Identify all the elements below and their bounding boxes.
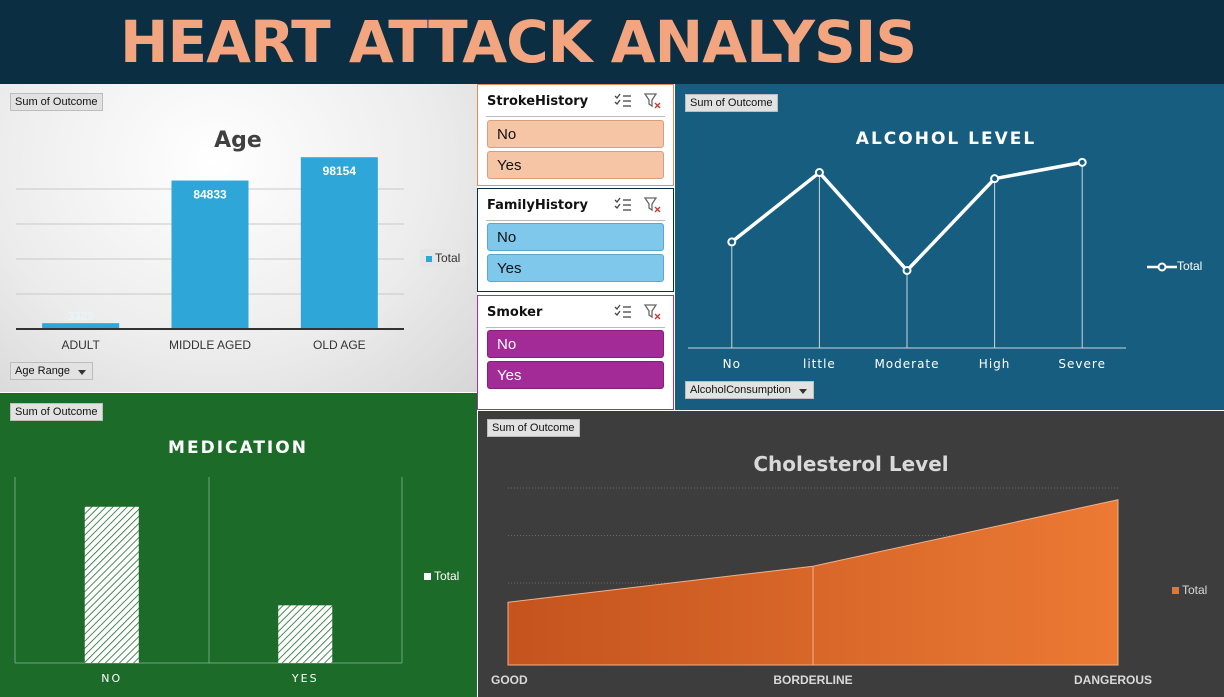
alcohol-category-label: Moderate [874,357,939,371]
alcohol-legend-swatch [1147,262,1177,272]
family-history-slicer-title: FamilyHistory [487,198,588,213]
medication-legend-label: Total [434,569,460,583]
cholesterol-category-label: DANGEROUS [1074,673,1152,687]
alcohol-data-point[interactable] [814,168,824,178]
medication-bar[interactable] [278,605,333,663]
alcohol-category-label: Severe [1058,357,1106,371]
clear-filter-icon[interactable] [643,304,661,320]
medication-legend: Total [424,569,459,583]
age-category-label: OLD AGE [313,338,366,352]
family-history-slicer-divider [486,220,665,221]
medication-legend-swatch [424,573,431,580]
medication-bar-chart: MEDICATION NO YES [14,438,403,685]
cholesterol-legend-swatch [1172,587,1179,594]
alcohol-chart-title: ALCOHOL LEVEL [856,129,1036,149]
slicer-toolbar [614,93,661,109]
title-bar: HEART ATTACK ANALYSIS [0,0,1224,84]
cholesterol-chart-panel[interactable]: Sum of Outcome Cholesterol Level GOOD BOR… [478,411,1224,697]
cholesterol-value-field-button[interactable]: Sum of Outcome [487,419,580,437]
medication-bar[interactable] [84,506,139,663]
medication-value-field-button[interactable]: Sum of Outcome [10,403,103,421]
age-legend-label: Total [435,251,461,265]
alcohol-legend: Total [1147,259,1202,273]
age-chart-title: Age [214,128,262,153]
dashboard-title: HEART ATTACK ANALYSIS [120,8,917,76]
family-history-slicer[interactable]: FamilyHistory No Yes [477,188,674,292]
chevron-down-icon [798,389,807,394]
alcohol-category-label: High [979,357,1011,371]
age-bar-chart: Age 3329 84833 98154 ADULT MIDDLE AGED OLD A… [16,128,404,352]
smoker-item-yes[interactable]: Yes [487,361,664,389]
chevron-down-icon [78,370,87,375]
clear-filter-icon[interactable] [643,197,661,213]
cholesterol-area-chart: Cholesterol Level GOOD BORDERLINE DANGEROU… [491,452,1152,687]
cholesterol-chart-title: Cholesterol Level [753,452,948,476]
age-legend: Total [420,249,467,267]
stroke-history-slicer-divider [486,116,665,117]
stroke-history-slicer-title: StrokeHistory [487,94,589,109]
age-data-label: 3329 [67,309,94,323]
alcohol-data-point[interactable] [1077,157,1087,167]
smoker-item-no[interactable]: No [487,330,664,358]
stroke-history-slicer[interactable]: StrokeHistory No Yes [477,84,674,186]
age-chart-panel[interactable]: Sum of Outcome Age 3329 84833 98154 ADULT M… [0,84,477,392]
age-legend-swatch [426,256,432,262]
alcohol-consumption-filter-button[interactable]: AlcoholConsumption [685,381,814,399]
cholesterol-legend: Total [1172,583,1207,597]
smoker-slicer-title: Smoker [487,305,543,320]
cholesterol-category-label: GOOD [491,673,528,687]
multi-select-icon[interactable] [614,304,631,318]
medication-category-label: YES [291,672,319,685]
medication-chart-title: MEDICATION [168,438,308,458]
stroke-history-item-no[interactable]: No [487,120,664,148]
age-bar[interactable] [171,180,249,329]
alcohol-legend-label: Total [1177,259,1203,273]
cholesterol-category-label: BORDERLINE [773,673,852,687]
age-data-label: 84833 [193,188,227,202]
smoker-slicer[interactable]: Smoker No Yes [477,295,674,410]
alcohol-consumption-filter-label: AlcoholConsumption [690,384,791,396]
age-range-filter-button[interactable]: Age Range [10,362,94,380]
family-history-item-yes[interactable]: Yes [487,254,664,282]
alcohol-category-label: little [803,357,836,371]
age-range-filter-label: Age Range [15,365,71,377]
multi-select-icon[interactable] [614,93,631,107]
age-category-label: ADULT [61,338,100,352]
age-data-label: 98154 [323,164,357,178]
stroke-history-item-yes[interactable]: Yes [487,151,664,179]
alcohol-data-point[interactable] [727,237,737,247]
slicer-toolbar [614,304,661,320]
alcohol-category-label: No [723,357,741,371]
multi-select-icon[interactable] [614,197,631,211]
age-bar[interactable] [300,157,378,329]
alcohol-line-chart: ALCOHOL LEVEL No little Moderate High Severe [688,129,1126,371]
alcohol-data-point[interactable] [990,174,1000,184]
medication-category-label: NO [101,672,122,685]
smoker-slicer-divider [486,327,665,328]
alcohol-chart-panel[interactable]: Sum of Outcome ALCOHOL LEVEL No little Mod… [675,84,1224,410]
slicer-toolbar [614,197,661,213]
cholesterol-legend-label: Total [1182,583,1208,597]
alcohol-series-line [730,160,1083,273]
age-value-field-button[interactable]: Sum of Outcome [10,93,103,111]
age-bar[interactable] [42,323,120,329]
age-category-label: MIDDLE AGED [169,338,251,352]
medication-chart-panel[interactable]: Sum of Outcome MEDICATION NO YES Total [0,393,477,697]
alcohol-value-field-button[interactable]: Sum of Outcome [685,94,778,112]
family-history-item-no[interactable]: No [487,223,664,251]
clear-filter-icon[interactable] [643,93,661,109]
alcohol-data-point[interactable] [902,265,912,275]
